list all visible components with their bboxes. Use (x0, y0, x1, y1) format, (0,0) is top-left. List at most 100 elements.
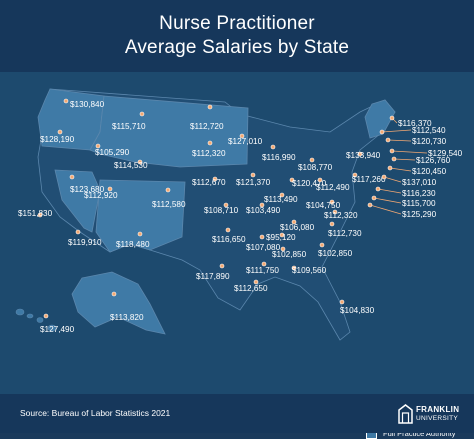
leader-line-ri (393, 158, 416, 161)
salary-label-ma: $129,540 (428, 149, 463, 158)
salary-label-sc: $102,850 (318, 249, 353, 258)
salary-label-ct: $120,450 (412, 167, 447, 176)
state-dot-wy (137, 159, 143, 165)
salary-label-pa: $117,260 (352, 175, 386, 184)
state-dot-ri (391, 156, 397, 162)
state-dot-co (165, 187, 171, 193)
leader-line-nh (387, 139, 412, 142)
salary-label-al: $102,850 (272, 250, 307, 259)
title-line-2: Average Salaries by State (124, 37, 350, 58)
salary-label-nm: $118,480 (116, 240, 150, 249)
region-alaska (71, 271, 166, 335)
franklin-logo-icon (398, 404, 413, 424)
logo-text-franklin: FRANKLIN (416, 405, 460, 414)
salary-label-wy: $114,530 (114, 161, 148, 170)
state-dot-dc (367, 202, 373, 208)
map-area: $130,840 $128,190 $105,290 $115,710 $112,720… (0, 72, 474, 439)
state-dot-ca (37, 212, 43, 218)
leader-line-md (373, 197, 402, 204)
header: Nurse Practitioner Average Salaries by S… (0, 0, 474, 72)
state-regions (15, 88, 396, 341)
salary-label-la: $112,650 (234, 284, 268, 293)
state-dot-il (279, 192, 285, 198)
us-salary-map: $130,840 $128,190 $105,290 $115,710 $112,720… (15, 88, 463, 341)
state-dot-ok (225, 227, 231, 233)
salary-label-il: $113,490 (264, 195, 298, 204)
salary-label-ky: $106,080 (280, 223, 315, 232)
state-dot-fl (339, 299, 345, 305)
label-leaders (369, 117, 428, 215)
state-dot-md (371, 195, 377, 201)
salary-label-az: $119,910 (68, 238, 102, 247)
state-dot-mo (259, 202, 265, 208)
state-dot-va (332, 209, 338, 215)
salary-label-tn: $95,120 (266, 233, 296, 242)
region-hawaii-island (15, 308, 25, 316)
salary-label-mi: $108,770 (298, 163, 333, 172)
state-dot-ne (212, 176, 218, 182)
region-hawaii-island (26, 313, 34, 319)
state-dot-ak (111, 291, 117, 297)
salary-label-mt: $115,710 (112, 122, 146, 131)
salary-label-ca: $151,830 (18, 209, 53, 218)
salary-label-mn: $127,010 (228, 137, 263, 146)
state-dot-mn (239, 133, 245, 139)
state-dot-ms (261, 261, 267, 267)
salary-label-ga: $109,560 (292, 266, 327, 275)
state-dot-sc (319, 242, 325, 248)
state-dot-nc (329, 221, 335, 227)
state-dot-ia (250, 172, 256, 178)
state-labels: $130,840 $128,190 $105,290 $115,710 $112,720… (18, 98, 463, 334)
state-dot-vt (379, 129, 385, 135)
state-dot-ct (387, 165, 393, 171)
salary-label-nc: $112,730 (328, 229, 362, 238)
state-dot-nv (69, 174, 75, 180)
state-dot-ma (389, 148, 395, 154)
state-dot-in (289, 177, 295, 183)
state-dot-sd (207, 140, 213, 146)
salary-label-vt: $112,540 (412, 126, 446, 135)
salary-label-ak: $113,820 (110, 313, 144, 322)
leader-line-ct (389, 167, 412, 172)
leader-line-nj (383, 176, 402, 183)
salary-label-oh: $112,490 (316, 183, 350, 192)
footer: Source: Bureau of Labor Statistics 2021 … (0, 394, 474, 433)
state-dot-ks (223, 202, 229, 208)
region-hawaii-island (47, 324, 57, 332)
region-four-corners (95, 179, 186, 253)
state-dot-id (95, 143, 101, 149)
state-dot-ky (291, 219, 297, 225)
salary-label-ri: $126,760 (416, 156, 451, 165)
salary-label-nd: $112,720 (190, 122, 224, 131)
leader-line-de (377, 188, 402, 194)
leader-line-ma (391, 150, 428, 154)
salary-label-ut: $112,920 (84, 191, 118, 200)
salary-label-fl: $104,830 (340, 306, 375, 315)
source-note: Source: Bureau of Labor Statistics 2021 (20, 408, 171, 418)
state-dot-tx (219, 263, 225, 269)
title-line-1: Nurse Practitioner (159, 13, 315, 34)
salary-label-mo: $103,490 (246, 206, 281, 215)
state-dot-ut (107, 186, 113, 192)
state-dot-de (375, 186, 381, 192)
state-dot-ga (291, 265, 297, 271)
franklin-logo: FRANKLIN UNIVERSITY (398, 402, 460, 426)
state-dot-me (389, 115, 395, 121)
region-hawaii-island (36, 317, 44, 323)
salary-label-dc: $125,290 (402, 210, 437, 219)
state-dot-hi (43, 313, 49, 319)
state-dot-nj (381, 174, 387, 180)
salary-label-va: $112,320 (324, 211, 358, 220)
salary-label-ks: $108,710 (204, 206, 239, 215)
state-dot-tn (279, 232, 285, 238)
region-northern-plains (89, 95, 249, 168)
salary-label-wi: $116,990 (262, 153, 296, 162)
salary-label-in: $120,470 (292, 179, 327, 188)
state-dot-wv (329, 199, 335, 205)
salary-label-tx: $117,890 (196, 272, 230, 281)
salary-label-sd: $112,320 (192, 149, 226, 158)
state-dot-al (280, 246, 286, 252)
salary-label-ne: $112,670 (192, 178, 226, 187)
salary-label-or: $128,190 (40, 135, 75, 144)
salary-label-ar: $107,080 (246, 243, 281, 252)
